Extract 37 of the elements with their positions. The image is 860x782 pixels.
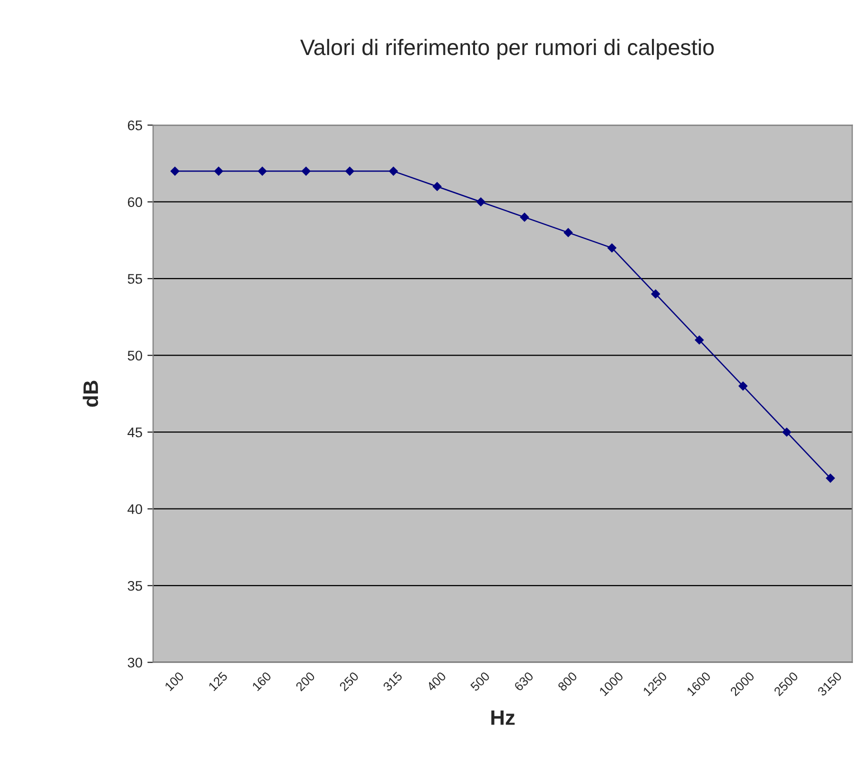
- x-tick-label: 100: [164, 671, 184, 692]
- point: [432, 182, 442, 191]
- x-tick-label: 250: [338, 671, 360, 692]
- point: [520, 212, 529, 222]
- chart-title: Valori di riferimento per rumori di calpestio: [300, 38, 714, 60]
- point: [345, 166, 354, 176]
- y-tick-label: 45: [128, 428, 142, 438]
- point: [651, 290, 660, 298]
- y-tick-label: 60: [128, 197, 142, 208]
- y-axis-title: dB: [82, 380, 98, 407]
- y-tick-label: 30: [128, 658, 142, 668]
- x-axis-title: Hz: [491, 710, 515, 725]
- x-tick-label: 315: [382, 671, 403, 692]
- point: [607, 243, 616, 252]
- point: [694, 336, 704, 344]
- point: [302, 166, 310, 176]
- x-tick-label: 125: [208, 671, 228, 692]
- x-tick-label: 500: [470, 671, 490, 692]
- point: [476, 197, 486, 206]
- y-tick-label: 40: [128, 504, 142, 514]
- point: [826, 474, 835, 483]
- point: [738, 382, 748, 391]
- x-tick-label: 160: [252, 671, 272, 692]
- y-tick-label: 65: [128, 120, 142, 130]
- point: [214, 166, 224, 176]
- x-tick-label: 800: [557, 671, 578, 692]
- point: [782, 428, 792, 437]
- point: [170, 166, 180, 176]
- x-tick-label: 630: [514, 671, 534, 692]
- y-tick-label: 55: [128, 274, 142, 284]
- y-tick-label: 50: [128, 350, 142, 361]
- point: [258, 166, 267, 176]
- point: [564, 228, 573, 238]
- y-tick-label: 35: [128, 580, 142, 591]
- x-tick-label: 400: [426, 671, 447, 692]
- point: [388, 166, 398, 176]
- x-tick-label: 200: [295, 671, 316, 692]
